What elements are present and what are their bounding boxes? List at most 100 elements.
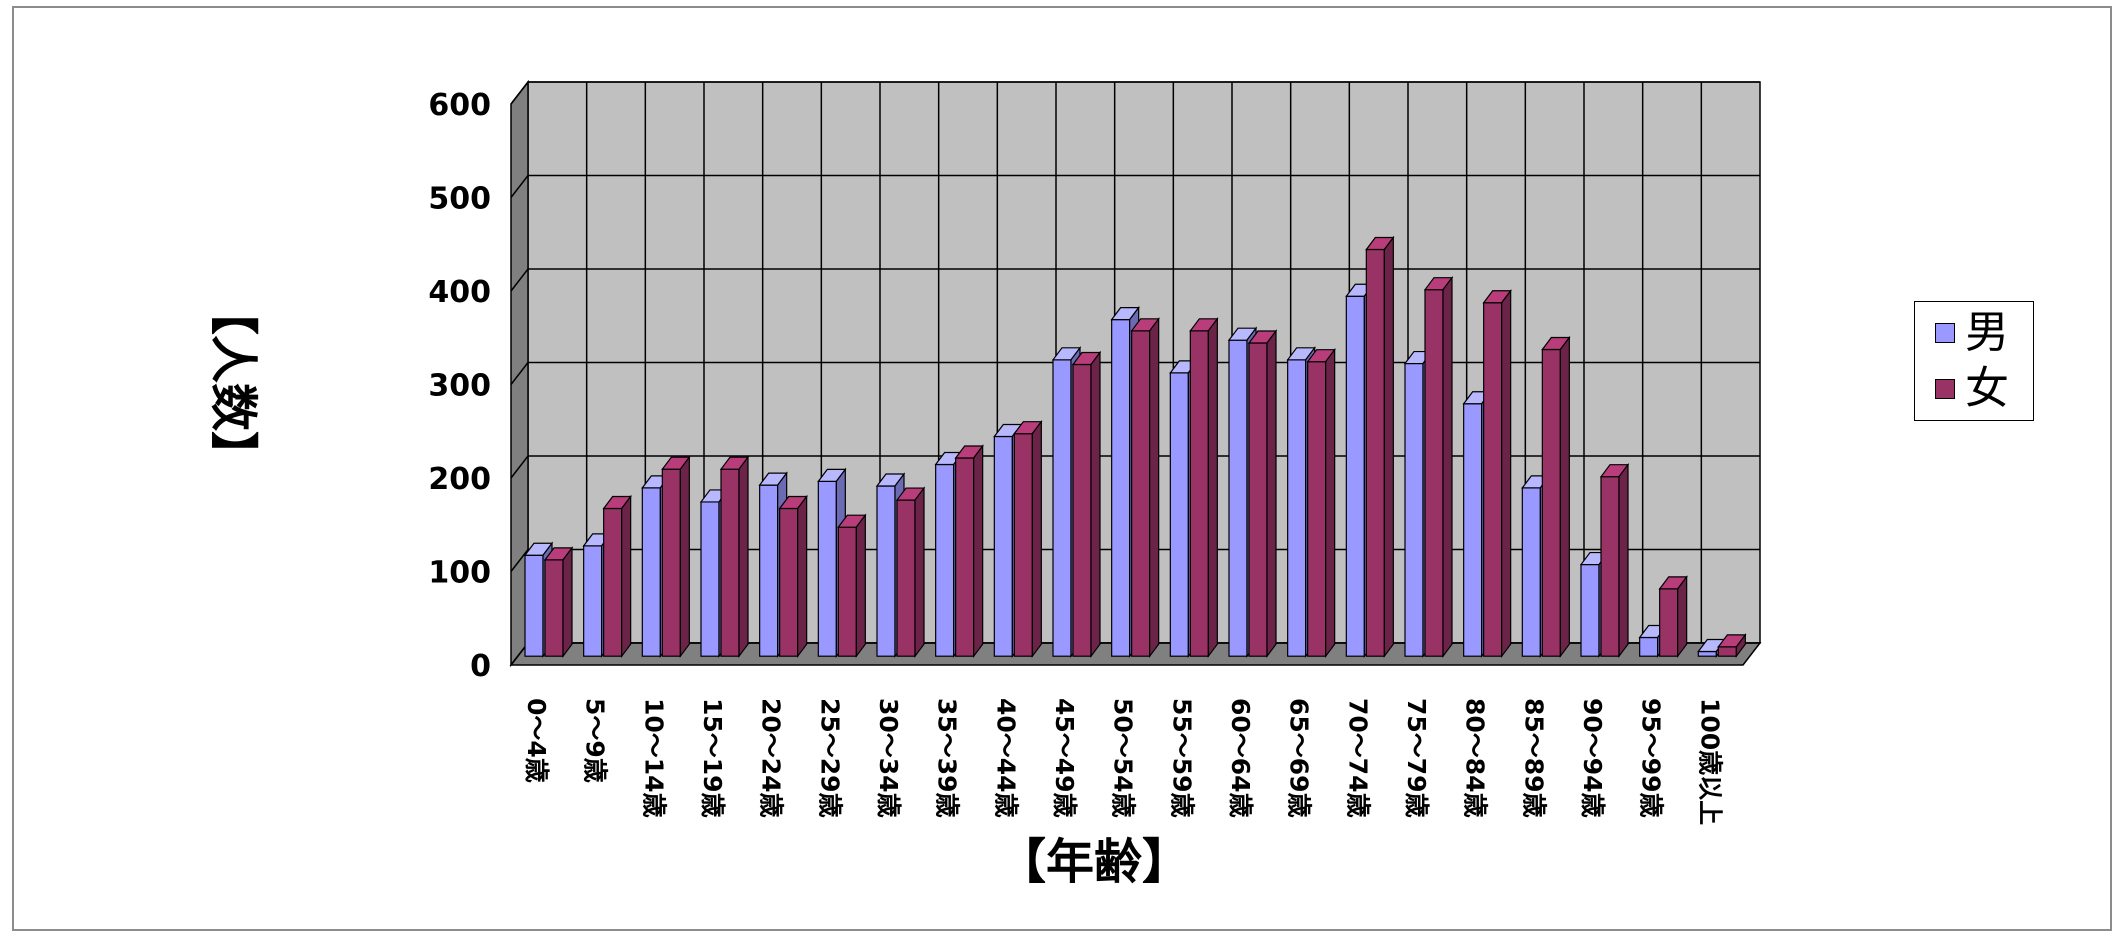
bar-female <box>1073 352 1100 656</box>
bar-front <box>584 546 602 656</box>
bar-front <box>1405 364 1423 657</box>
x-tick-label: 45～49歳 <box>1050 698 1079 818</box>
bar-female <box>1249 331 1276 656</box>
y-tick-label: 300 <box>428 369 491 404</box>
bar-front <box>1053 360 1071 656</box>
x-tick-label: 55～59歳 <box>1167 698 1196 818</box>
x-tick-label: 50～54歳 <box>1109 698 1138 818</box>
bar-side <box>1678 577 1687 656</box>
chart-svg: 0 100 200 300 400 500 600 0～4歳 5～9歳 10～14歳 15～19歳… <box>14 8 2114 933</box>
bar-female <box>1601 465 1628 657</box>
bar-front <box>1190 331 1208 656</box>
bar-front <box>1640 638 1658 657</box>
y-tick-label: 100 <box>428 556 491 591</box>
bar-front <box>818 481 836 656</box>
x-tick-label: 75～79歳 <box>1402 698 1431 818</box>
bar-front <box>1346 296 1364 656</box>
bar-side <box>680 457 689 656</box>
bar-front <box>936 465 954 657</box>
bar-front <box>1366 249 1384 656</box>
x-tick-label: 60～64歳 <box>1226 698 1255 818</box>
x-tick-label: 85～89歳 <box>1519 698 1548 818</box>
bar-female <box>897 488 924 656</box>
bar-front <box>1464 404 1482 656</box>
x-tick-label: 5～9歳 <box>581 698 610 783</box>
bar-side <box>1384 237 1393 656</box>
y-tick-label: 400 <box>428 275 491 310</box>
bar-side <box>1150 319 1159 656</box>
bar-side <box>798 496 807 656</box>
bar-front <box>1132 331 1150 656</box>
bar-female <box>1425 278 1452 657</box>
bar-female <box>1660 577 1687 656</box>
bar-female <box>1014 422 1041 657</box>
chart-frame: 0 100 200 300 400 500 600 0～4歳 5～9歳 10～14歳 15～19歳… <box>12 6 2112 931</box>
bar-female <box>604 496 631 656</box>
legend-swatch-female <box>1935 379 1955 399</box>
bar-front <box>1073 364 1091 656</box>
bar-side <box>622 496 631 656</box>
bar-female <box>1366 237 1393 656</box>
bar-side <box>1443 278 1452 657</box>
bar-front <box>897 500 915 656</box>
bar-front <box>1425 290 1443 657</box>
y-tick-label: 600 <box>428 88 491 123</box>
x-tick-label: 30～34歳 <box>874 698 903 818</box>
bar-side <box>856 515 865 656</box>
legend-label-male: 男 <box>1965 311 2009 355</box>
x-tick-label: 20～24歳 <box>757 698 786 818</box>
bar-front <box>721 469 739 656</box>
bar-female <box>1308 350 1335 657</box>
bar-front <box>1601 477 1619 657</box>
bar-front <box>1014 434 1032 657</box>
bar-front <box>780 508 798 656</box>
x-tick-label: 80～84歳 <box>1461 698 1490 818</box>
x-tick-label: 35～39歳 <box>933 698 962 818</box>
bar-female <box>1484 291 1511 656</box>
bar-front <box>838 527 856 656</box>
bar-front <box>1718 647 1736 656</box>
bar-front <box>956 458 974 656</box>
x-tick-label: 0～4歳 <box>522 698 551 783</box>
bar-front <box>1484 303 1502 656</box>
bar-front <box>1581 565 1599 657</box>
bar-front <box>1249 343 1267 656</box>
y-tick-label: 200 <box>428 462 491 497</box>
y-axis-title: 【人数】 <box>205 287 261 479</box>
bar-side <box>1560 338 1569 657</box>
bar-female <box>662 457 689 656</box>
y-axis-ticks: 0 100 200 300 400 500 600 <box>428 88 491 684</box>
bar-female <box>1132 319 1159 656</box>
bar-side <box>1032 422 1041 657</box>
bar-front <box>1229 340 1247 656</box>
y-tick-label: 0 <box>470 649 491 684</box>
x-tick-label: 95～99歳 <box>1637 698 1666 818</box>
bar-side <box>563 548 572 656</box>
bar-front <box>1308 362 1326 657</box>
bar-front <box>701 502 719 656</box>
bar-front <box>1660 589 1678 656</box>
x-axis-title: 【年齢】 <box>998 834 1190 890</box>
bar-side <box>1619 465 1628 657</box>
x-tick-label: 40～44歳 <box>991 698 1020 818</box>
legend-swatch-male <box>1935 323 1955 343</box>
bar-female <box>545 548 572 656</box>
bar-front <box>877 486 895 656</box>
x-tick-label: 10～14歳 <box>639 698 668 818</box>
bar-front <box>662 469 680 656</box>
bar-front <box>1170 373 1188 656</box>
x-tick-label: 15～19歳 <box>698 698 727 818</box>
bar-side <box>1091 352 1100 656</box>
y-tick-label: 500 <box>428 182 491 217</box>
x-tick-label: 70～74歳 <box>1343 698 1372 818</box>
bar-female <box>1190 319 1217 656</box>
bar-side <box>1267 331 1276 656</box>
bar-side <box>1326 350 1335 657</box>
bar-female <box>1542 338 1569 657</box>
bar-side <box>974 446 983 656</box>
x-tick-label: 100歳以上 <box>1695 698 1724 825</box>
bar-front <box>642 488 660 656</box>
bar-front <box>604 508 622 656</box>
bar-side <box>1502 291 1511 656</box>
bar-female <box>956 446 983 656</box>
